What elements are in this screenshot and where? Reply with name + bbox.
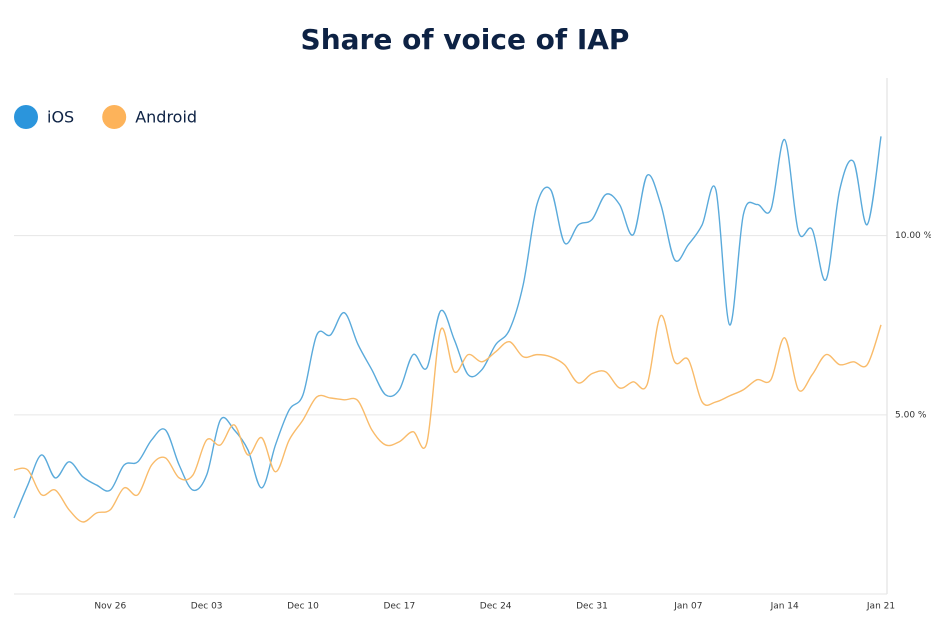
y-tick-label: 5.00 % — [895, 410, 927, 420]
x-tick-label: Dec 03 — [191, 602, 223, 612]
x-tick-label: Dec 17 — [383, 602, 415, 612]
chart-title: Share of voice of IAP — [301, 23, 630, 56]
legend-marker — [14, 105, 38, 129]
y-tick-label: 10.00 % — [895, 231, 931, 241]
x-tick-label: Nov 26 — [94, 602, 126, 612]
legend-marker — [102, 105, 127, 129]
x-tick-label: Jan 21 — [866, 602, 895, 612]
x-tick-label: Dec 10 — [287, 602, 319, 612]
legend-label: Android — [135, 108, 197, 127]
x-tick-label: Dec 24 — [480, 602, 512, 612]
series-line — [13, 136, 882, 519]
x-tick-label: Jan 07 — [673, 602, 702, 612]
series-line — [13, 314, 882, 523]
x-tick-label: Jan 14 — [770, 602, 799, 612]
x-tick-label: Dec 31 — [576, 602, 608, 612]
legend-label: iOS — [47, 108, 74, 127]
